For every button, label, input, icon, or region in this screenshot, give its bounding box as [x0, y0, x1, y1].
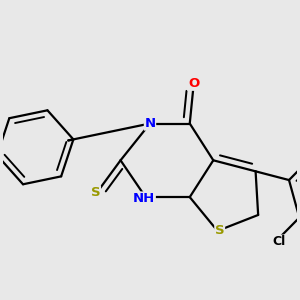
Text: O: O [188, 77, 199, 90]
Text: Cl: Cl [272, 235, 285, 248]
Text: S: S [91, 186, 100, 199]
Text: NH: NH [133, 192, 155, 205]
Text: N: N [144, 117, 156, 130]
Text: S: S [215, 224, 224, 237]
